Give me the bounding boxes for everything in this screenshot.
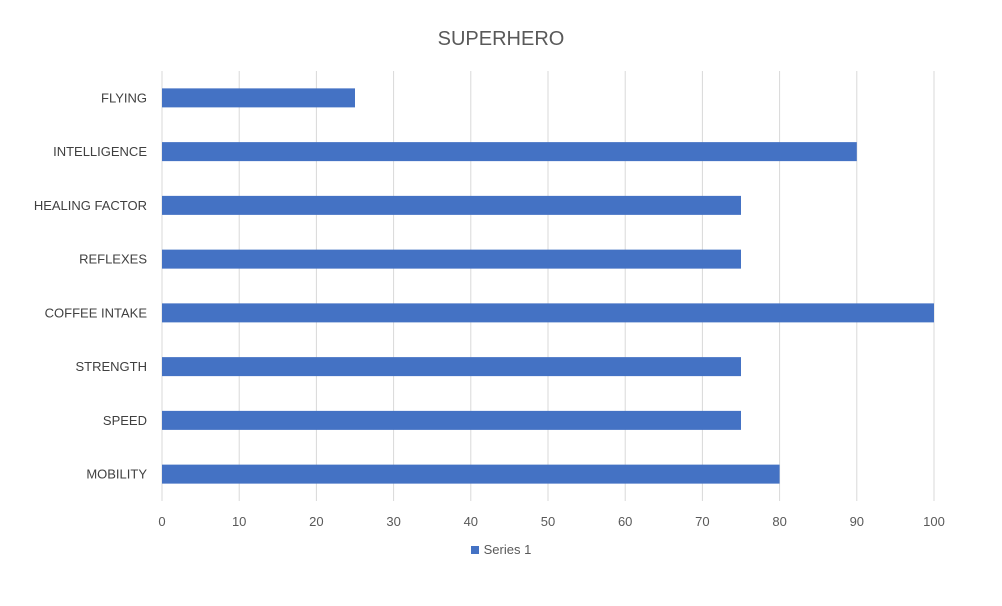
category-label: FLYING [101, 90, 147, 105]
x-tick-label: 100 [923, 514, 945, 529]
x-tick-label: 50 [541, 514, 555, 529]
chart-title: SUPERHERO [437, 28, 565, 50]
category-label: INTELLIGENCE [53, 144, 147, 159]
bar [162, 88, 355, 108]
x-tick-label: 70 [695, 514, 709, 529]
category-label: REFLEXES [79, 252, 147, 267]
x-tick-label: 0 [158, 514, 165, 529]
bar [162, 195, 741, 215]
x-tick-label: 10 [232, 514, 246, 529]
category-label: SPEED [103, 413, 147, 428]
legend-swatch [470, 545, 479, 554]
bar [162, 410, 741, 430]
category-label: HEALING FACTOR [34, 198, 147, 213]
bar [162, 464, 780, 484]
x-tick-label: 90 [850, 514, 864, 529]
legend-label: Series 1 [483, 542, 532, 557]
x-tick-label: 60 [618, 514, 632, 529]
legend: Series 1 [0, 542, 1002, 557]
category-label: COFFEE INTAKE [45, 305, 148, 320]
category-label: STRENGTH [76, 359, 148, 374]
x-tick-label: 20 [309, 514, 323, 529]
x-tick-label: 80 [772, 514, 786, 529]
x-tick-label: 40 [464, 514, 478, 529]
category-label: MOBILITY [86, 467, 147, 482]
bar [162, 142, 857, 162]
bar [162, 357, 741, 377]
x-tick-label: 30 [386, 514, 400, 529]
bar [162, 249, 741, 269]
bar [162, 303, 934, 323]
